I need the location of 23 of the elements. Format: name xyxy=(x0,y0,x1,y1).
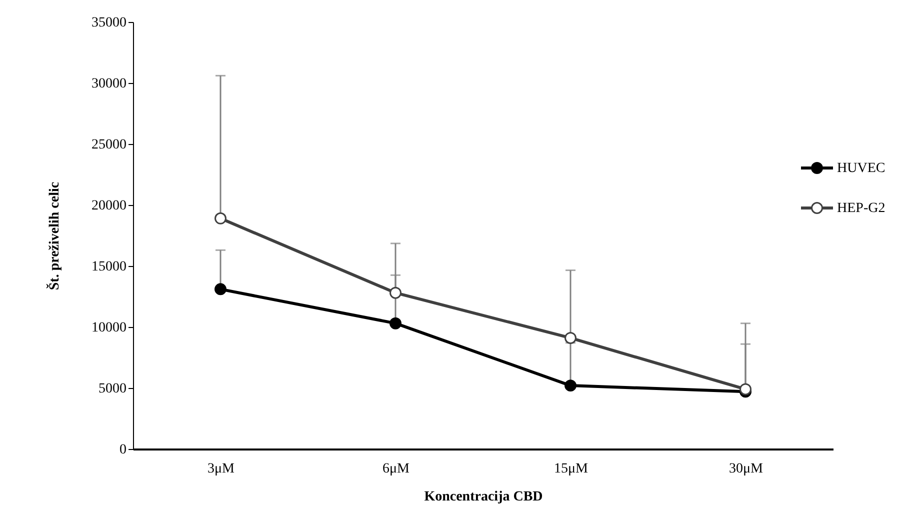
y-tick-label: 5000 xyxy=(98,382,126,396)
y-tick-label: 35000 xyxy=(92,16,126,30)
point xyxy=(390,317,402,330)
y-tick-label: 10000 xyxy=(92,320,126,336)
point xyxy=(740,383,752,396)
point xyxy=(390,286,402,299)
point xyxy=(214,283,226,296)
legend-label: HUVEC xyxy=(837,161,886,176)
y-tick-label: 30000 xyxy=(92,76,126,92)
y-tick-label: 0 xyxy=(120,442,126,458)
x-tick-label: 3μM xyxy=(208,462,236,476)
x-axis-title: Koncentracija CBD xyxy=(424,490,543,504)
x-tick-label: 6μM xyxy=(382,462,410,476)
y-tick-label: 25000 xyxy=(92,138,126,152)
point xyxy=(564,380,576,392)
y-axis-title: Št. preživelih celic xyxy=(46,182,62,290)
x-tick-label: 30μM xyxy=(729,462,764,476)
point xyxy=(564,332,576,344)
y-tick-label: 15000 xyxy=(92,260,126,274)
point xyxy=(214,212,226,224)
x-tick-label: 15μM xyxy=(554,462,589,476)
y-tick-label: 20000 xyxy=(92,198,126,214)
legend-label: HEP-G2 xyxy=(837,201,886,216)
